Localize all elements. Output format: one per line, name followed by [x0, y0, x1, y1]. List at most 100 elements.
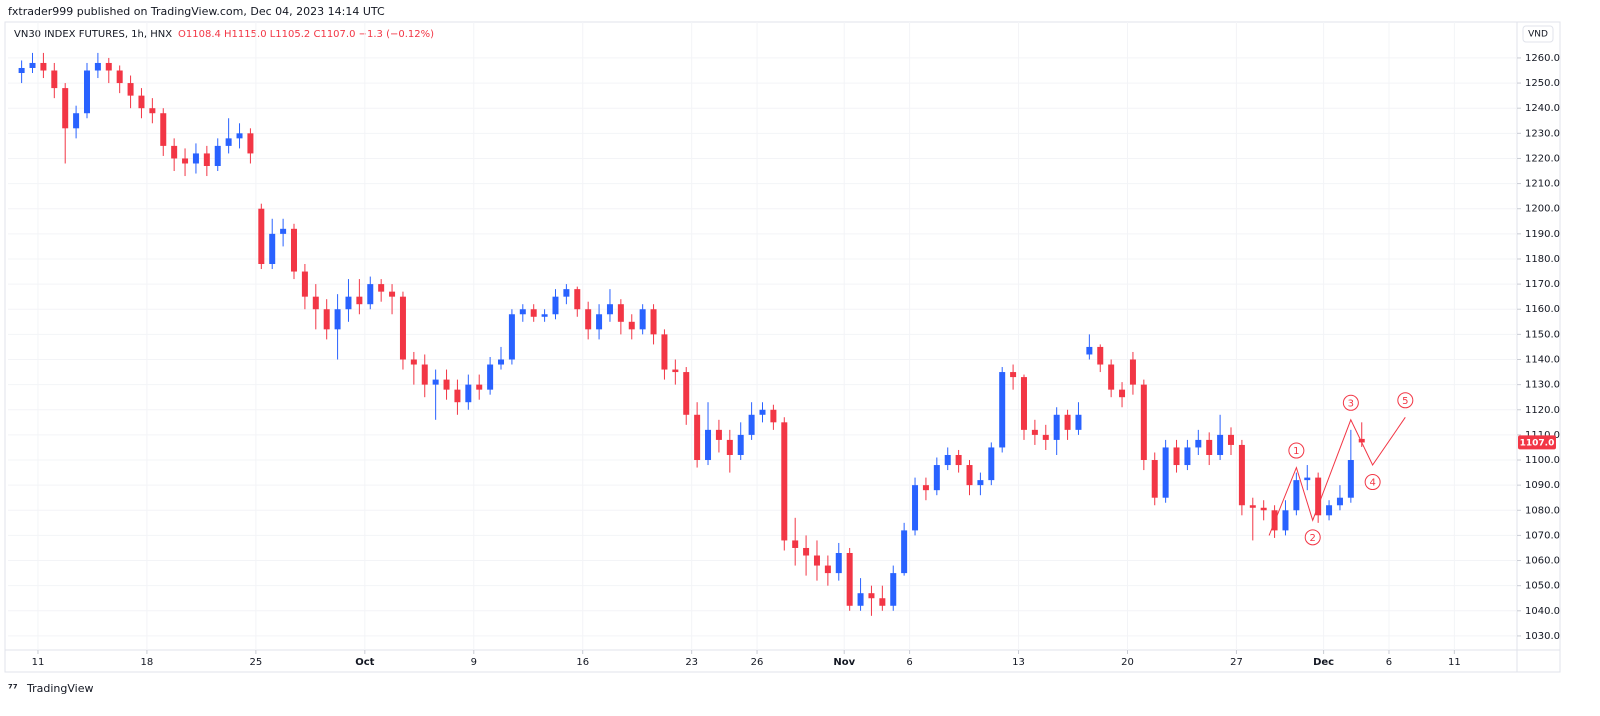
candle-body [1206, 439, 1213, 455]
x-tick-label: 20 [1121, 657, 1134, 668]
candle-body [1042, 434, 1049, 440]
y-tick-label: 1140.0 [1525, 354, 1560, 365]
wave-line [1268, 417, 1406, 536]
wave-label-circle [1364, 474, 1381, 491]
x-tick-label: 26 [751, 657, 764, 668]
candle-body [127, 83, 134, 96]
candle-body [912, 485, 919, 531]
candle-body [748, 414, 755, 435]
x-tick-label: 13 [1012, 657, 1025, 668]
candle-body [541, 314, 548, 317]
candle-body [1293, 480, 1300, 511]
candle-body [498, 359, 505, 365]
candle-body [857, 593, 864, 606]
brand-logo: ⁷⁷ [8, 682, 18, 695]
candle-body [1271, 510, 1278, 531]
candle-body [901, 530, 908, 574]
candle-body [62, 88, 69, 129]
axis-unit: VND [1528, 30, 1548, 40]
y-tick-label: 1040.0 [1525, 606, 1560, 617]
candle-body [890, 573, 897, 606]
candle-body [334, 309, 341, 330]
candle-body [726, 439, 733, 455]
candle-body [672, 369, 679, 373]
candle-body [149, 108, 156, 114]
candle-body [29, 62, 36, 68]
unit-badge[interactable] [1522, 25, 1554, 43]
y-tick-label: 1250.0 [1525, 78, 1560, 89]
candle-body [367, 284, 374, 305]
candle-body [192, 153, 199, 164]
candle-body [1097, 346, 1104, 365]
wave-label-circle [1288, 442, 1305, 459]
y-tick-label: 1260.0 [1525, 53, 1560, 64]
candle-body [846, 552, 853, 606]
candle-body [94, 62, 101, 71]
candle-body [51, 70, 58, 89]
candle-body [1020, 377, 1027, 430]
candle-body [639, 309, 646, 330]
candle-body [138, 95, 145, 109]
candle-body [835, 552, 842, 574]
y-tick-label: 1070.0 [1525, 530, 1560, 541]
candle-body [345, 296, 352, 310]
candle-body [465, 384, 472, 403]
wave-label: 1 [1293, 446, 1299, 457]
last-price-badge [1518, 435, 1556, 450]
candle-body [530, 309, 537, 317]
candle-body [955, 454, 962, 466]
chart-frame [4, 21, 1561, 673]
logo-mark: ⁷⁷ [8, 682, 18, 695]
wave-label: 4 [1369, 478, 1375, 489]
y-tick-label: 1170.0 [1525, 279, 1560, 290]
candle-body [596, 314, 603, 330]
candle-body [171, 145, 178, 159]
wave-label-circle [1342, 394, 1359, 411]
candle-body [1086, 346, 1093, 355]
y-tick-label: 1190.0 [1525, 229, 1560, 240]
candle-body [1173, 447, 1180, 466]
candle-body [1326, 505, 1333, 516]
y-tick-label: 1090.0 [1525, 480, 1560, 491]
candle-body [1162, 447, 1169, 498]
y-tick-label: 1130.0 [1525, 380, 1560, 391]
candle-body [1238, 444, 1245, 506]
y-tick-label: 1180.0 [1525, 254, 1560, 265]
candle-body [1315, 477, 1322, 516]
candle-body [563, 289, 570, 297]
candle-body [792, 540, 799, 548]
candle-body [1140, 384, 1147, 461]
candle-body [1053, 414, 1060, 440]
y-tick-label: 1240.0 [1525, 103, 1560, 114]
candle-body [519, 309, 526, 315]
wave-label: 3 [1348, 398, 1354, 409]
x-tick-label: Dec [1313, 657, 1334, 668]
candle-body [236, 133, 243, 139]
candle-body [770, 409, 777, 423]
candle-body [813, 555, 820, 566]
candle-body [1249, 505, 1256, 508]
candle-body [1282, 510, 1289, 531]
candle-body [487, 364, 494, 390]
candle-body [922, 485, 929, 491]
axes: 1030.0 1040.0 1050.0 1060.0 1070.0 1080.0 1090… [32, 53, 1560, 668]
candle-body [280, 228, 287, 234]
candle-body [705, 429, 712, 461]
candle-body [1184, 447, 1191, 466]
candle-body [1119, 389, 1126, 398]
x-tick-label: 6 [1386, 657, 1392, 668]
candle-body [977, 480, 984, 486]
candle-body [1217, 434, 1224, 455]
ohlc-values: O1108.4 H1115.0 L1105.2 C1107.0 −1.3 (−0… [178, 29, 434, 40]
candle-body [879, 598, 886, 606]
candle-body [1336, 497, 1343, 506]
candle-body [454, 389, 461, 403]
candle-body [356, 296, 363, 305]
candle-body [606, 304, 613, 315]
y-tick-label: 1030.0 [1525, 631, 1560, 642]
candle-body [1031, 429, 1038, 435]
candle-body [247, 133, 254, 154]
x-tick-label: 25 [250, 657, 263, 668]
